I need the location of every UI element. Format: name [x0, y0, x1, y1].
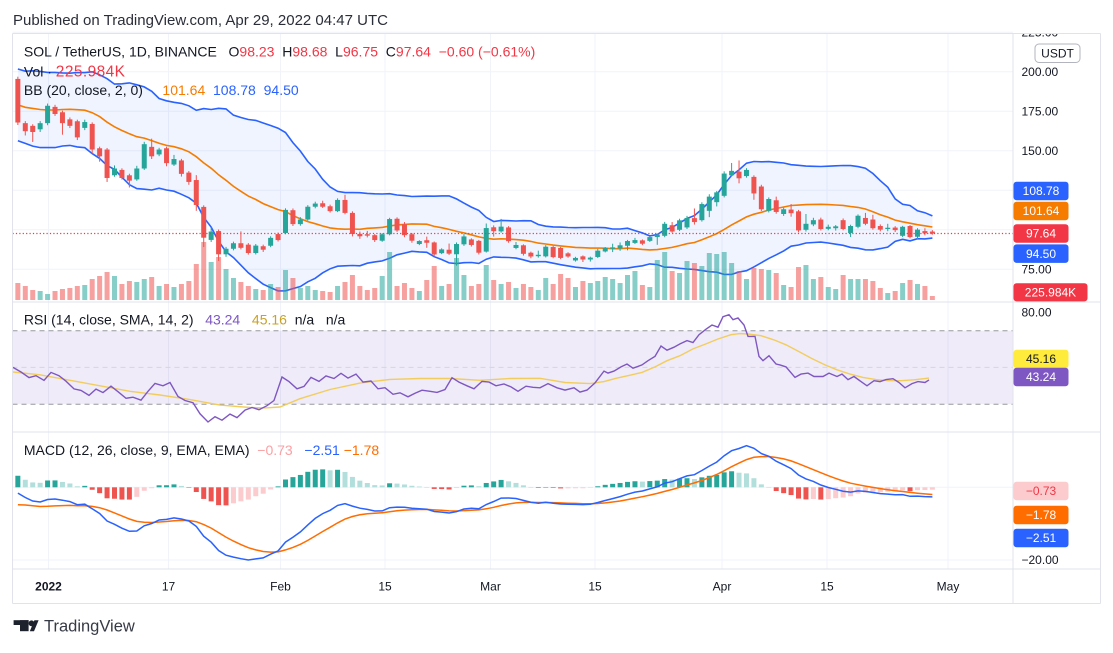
- svg-text:15: 15: [820, 580, 834, 594]
- svg-text:94.50: 94.50: [1026, 247, 1056, 261]
- svg-text:−1.78: −1.78: [1026, 508, 1057, 522]
- svg-text:101.64: 101.64: [1023, 204, 1060, 218]
- svg-text:175.00: 175.00: [1022, 105, 1059, 119]
- svg-text:Mar: Mar: [480, 580, 501, 594]
- svg-text:−2.51: −2.51: [1026, 531, 1057, 545]
- svg-text:−0.73: −0.73: [1026, 484, 1057, 498]
- svg-text:43.24: 43.24: [1026, 370, 1056, 384]
- svg-text:−20.00: −20.00: [1022, 553, 1059, 567]
- svg-text:75.00: 75.00: [1022, 263, 1052, 277]
- svg-text:80.00: 80.00: [1022, 306, 1052, 320]
- svg-text:97.64: 97.64: [1026, 227, 1056, 241]
- svg-text:BB (20, close, 2, 0) 101.6: BB (20, close, 2, 0) 101.64 108.78 94.50: [24, 82, 299, 98]
- svg-text:225.984K: 225.984K: [1025, 286, 1076, 300]
- svg-text:45.16: 45.16: [1026, 352, 1056, 366]
- svg-text:Feb: Feb: [270, 580, 291, 594]
- svg-text:MACD (12, 26, close, 9, EMA, E: MACD (12, 26, close, 9, EMA, EMA) −0.73 …: [24, 442, 379, 458]
- svg-text:Apr: Apr: [713, 580, 732, 594]
- svg-text:May: May: [937, 580, 960, 594]
- svg-text:15: 15: [378, 580, 392, 594]
- svg-text:Published on TradingView.com,: Published on TradingView.com, Apr 29, 20…: [13, 12, 388, 29]
- svg-text:15: 15: [588, 580, 602, 594]
- svg-text:2022: 2022: [35, 580, 62, 594]
- svg-text:SOL / TetherUS, 1D, BINANCE: SOL / TetherUS, 1D, BINANCE O98.23 H98.6…: [24, 44, 535, 60]
- svg-text:RSI (14, close, SMA, 14, 2): RSI (14, close, SMA, 14, 2) 43.24 45.16 …: [24, 312, 346, 328]
- svg-text:200.00: 200.00: [1022, 65, 1059, 79]
- svg-text:USDT: USDT: [1041, 47, 1074, 61]
- svg-text:150.00: 150.00: [1022, 144, 1059, 158]
- svg-text:Vol · 225.984K: Vol · 225.984K: [24, 64, 126, 81]
- svg-text:TradingView: TradingView: [44, 618, 135, 636]
- svg-text:108.78: 108.78: [1023, 184, 1060, 198]
- svg-text:17: 17: [162, 580, 176, 594]
